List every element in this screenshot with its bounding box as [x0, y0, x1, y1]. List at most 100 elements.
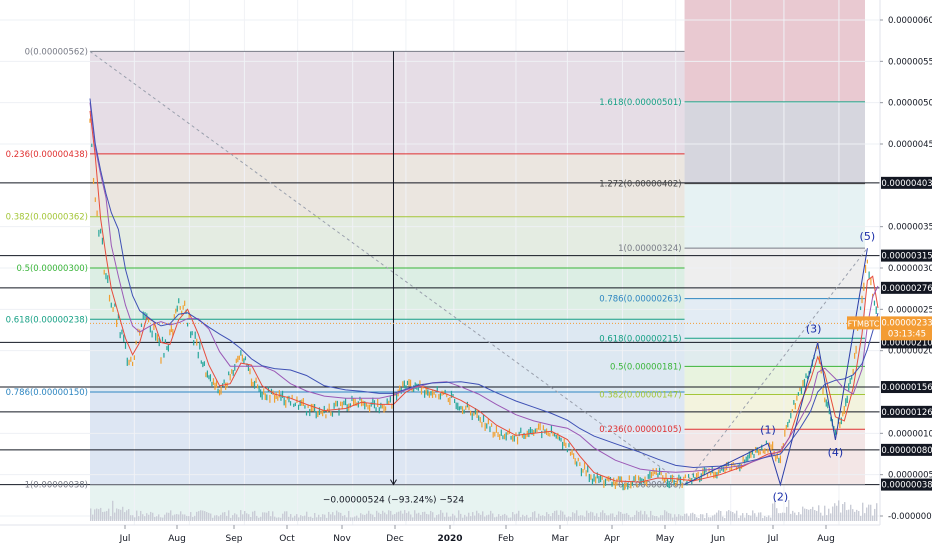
volume-bar [594, 515, 596, 521]
volume-bar [734, 513, 736, 521]
volume-bar [286, 511, 288, 521]
wave-label: (3) [806, 322, 822, 335]
volume-bar [598, 516, 600, 521]
fib-zone [90, 392, 685, 485]
volume-bar [542, 515, 544, 521]
volume-bar [816, 510, 818, 521]
volume-bar [430, 510, 432, 521]
volume-bar [642, 514, 644, 521]
volume-bar [748, 515, 750, 521]
y-tick-label: -0.00000000 [888, 512, 932, 522]
volume-bar [190, 512, 192, 521]
volume-bar [718, 510, 720, 521]
price-level-badge [881, 405, 932, 418]
volume-bar [694, 514, 696, 521]
volume-bar [492, 513, 494, 521]
price-level-badge-label: 0.00000210 [881, 338, 932, 348]
volume-bar [194, 515, 196, 521]
volume-bar [416, 513, 418, 521]
volume-bar [90, 508, 92, 521]
volume-bar [160, 517, 162, 521]
volume-bar [624, 513, 626, 521]
volume-bar [820, 512, 822, 521]
volume-bar [874, 508, 876, 521]
volume-bar [626, 513, 628, 521]
volume-bar [282, 513, 284, 521]
volume-bar [488, 514, 490, 521]
volume-bar [302, 516, 304, 521]
volume-bar [424, 511, 426, 521]
volume-bar [370, 513, 372, 521]
volume-bar [272, 511, 274, 521]
volume-bar [288, 516, 290, 521]
volume-bar [144, 516, 146, 521]
volume-bar [622, 513, 624, 521]
volume-bar [532, 512, 534, 521]
volume-bar [570, 516, 572, 521]
volume-bar [800, 514, 802, 521]
volume-bar [244, 511, 246, 521]
x-tick-label: Jul [767, 534, 779, 544]
volume-bar [456, 517, 458, 521]
fib-levels: 0(0.00000562) 0.236(0.00000438) 0.382(0.00… [6, 47, 868, 491]
volume-bar [782, 512, 784, 521]
price-level-badge [881, 249, 932, 262]
fib-zone [684, 248, 865, 299]
volume-bar [484, 516, 486, 521]
volume-bar [738, 517, 740, 521]
volume-bar [662, 515, 664, 521]
volume-bar [574, 513, 576, 521]
volume-bar [518, 510, 520, 521]
volume-bar [862, 502, 864, 521]
volume-bar [668, 513, 670, 521]
x-tick-label: Jun [710, 534, 725, 544]
volume-bar [770, 517, 772, 521]
fib-zone [684, 0, 865, 102]
volume-bar [316, 517, 318, 521]
volume-bar [118, 509, 120, 521]
fib-trendline [684, 247, 868, 485]
volume-bar [332, 512, 334, 521]
volume-bar [564, 514, 566, 521]
volume-bar [714, 514, 716, 521]
fib-extension-label: 0.786(0.00000263) [599, 295, 681, 305]
volume-bar [680, 515, 682, 521]
volume-bar [720, 511, 722, 521]
volume-bar [232, 515, 234, 521]
volume-bar [184, 514, 186, 521]
price-level-badge-label: 0.00000038 [881, 481, 932, 491]
volume-bar [468, 512, 470, 521]
volume-bar [636, 510, 638, 521]
volume-bar [394, 514, 396, 521]
price-level-badge-label: 0.00000403 [881, 179, 932, 189]
measure-tool: −0.00000524 (−93.24%) −524 [323, 51, 464, 506]
volume-bar [372, 514, 374, 521]
x-axis: Jul Aug Sep Oct Nov Dec 2020 Feb Mar Apr May Jun Jul… [0, 524, 932, 550]
volume-bar [498, 514, 500, 521]
price-level-badge [881, 381, 932, 394]
volume-bar [340, 512, 342, 521]
volume-bar [202, 510, 204, 521]
volume-bar [380, 514, 382, 521]
volume-bar [604, 513, 606, 521]
volume-bar [354, 516, 356, 521]
volume-bar [596, 513, 598, 521]
volume-bar [146, 513, 148, 521]
volume-bar [108, 508, 110, 521]
volume-bar [124, 512, 126, 521]
fib-level-label: 1(0.00000038) [25, 481, 88, 491]
volume-bar [506, 515, 508, 521]
volume-bar [486, 515, 488, 521]
volume-bar [764, 516, 766, 521]
volume-bar [610, 513, 612, 521]
volume-bar [710, 517, 712, 521]
volume-bar [220, 514, 222, 521]
x-axis-background [0, 525, 932, 550]
fib-level-label: 0.5(0.00000300) [16, 264, 88, 274]
volume-bar [602, 510, 604, 521]
volume-bar [158, 514, 160, 521]
volume-bar [648, 517, 650, 521]
volume-bar [188, 516, 190, 521]
volume-bar [844, 502, 846, 521]
